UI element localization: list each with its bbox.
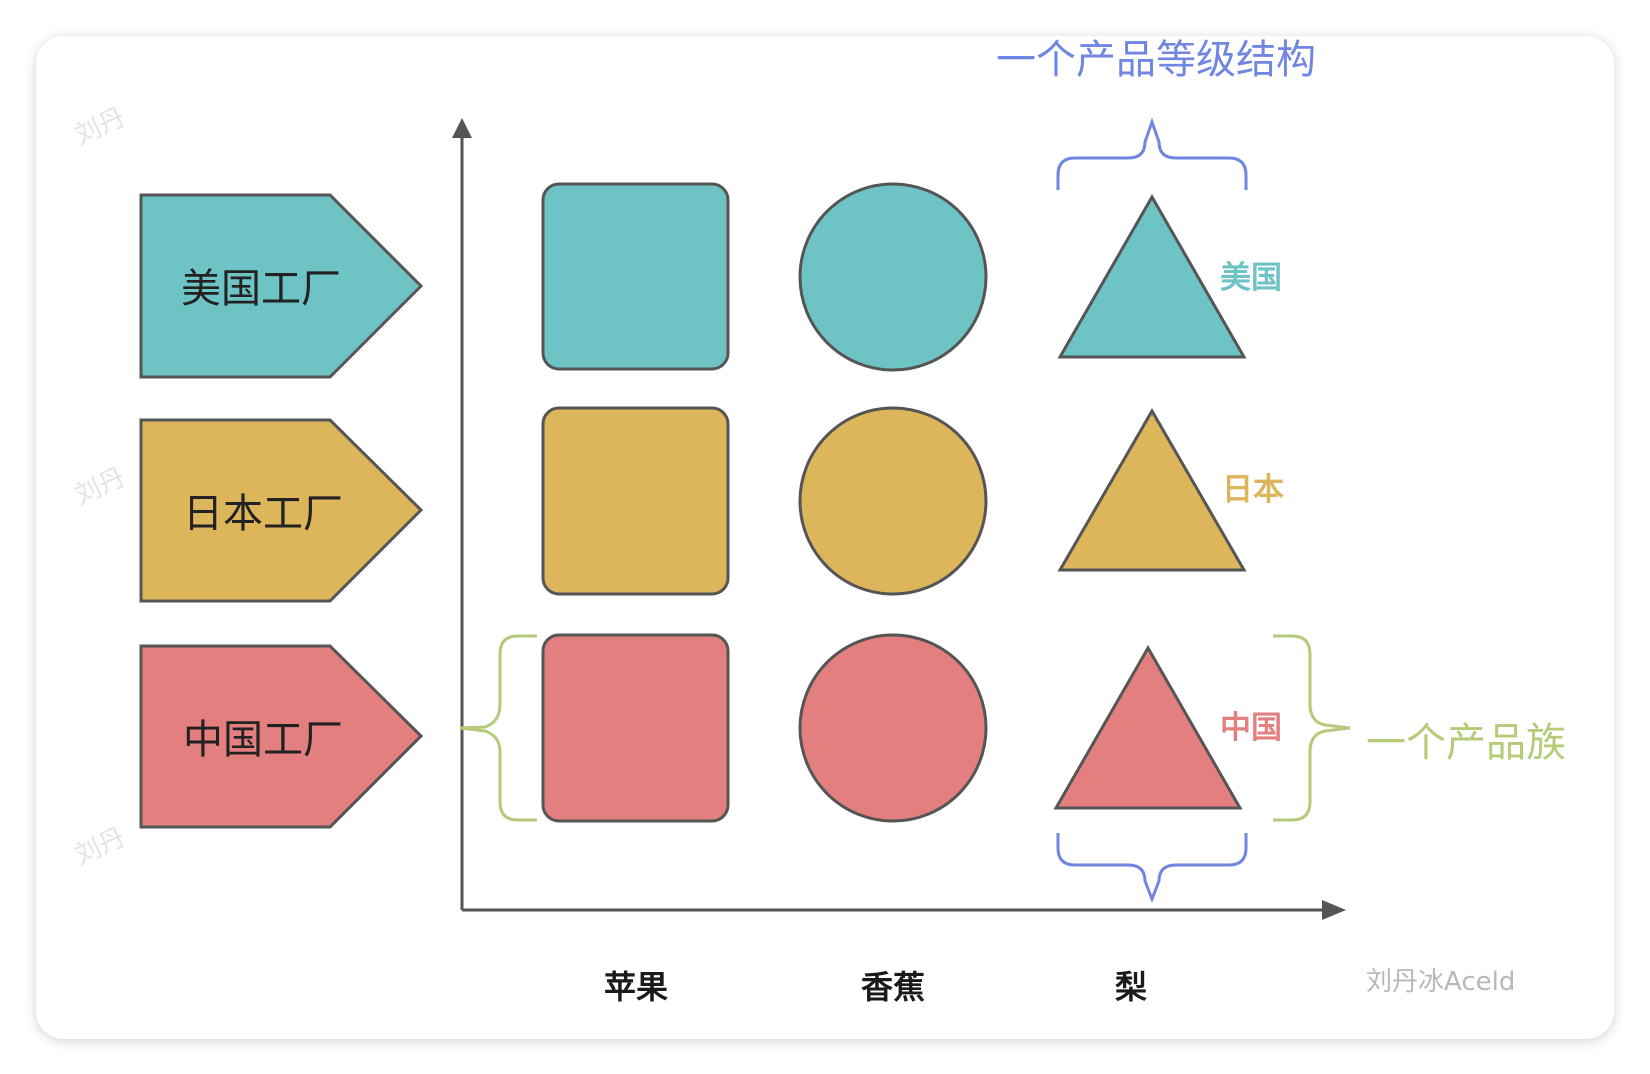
factory-tag-cn: [139, 644, 424, 829]
x-axis-arrow-icon: [1322, 900, 1346, 920]
ghost-watermark: 刘丹: [70, 462, 130, 511]
apple-jp: [541, 406, 730, 596]
column-label-banana: 香蕉: [861, 968, 925, 1006]
factory-label-cn: 中国工厂: [183, 717, 343, 763]
factory-label-jp: 日本工厂: [183, 491, 343, 537]
row-label-cn: 中国: [1220, 710, 1282, 746]
pear-us: [1057, 193, 1247, 359]
pear-jp: [1057, 408, 1247, 572]
factory-row-cn: 中国工厂: [139, 644, 424, 829]
banana-jp: [798, 406, 988, 596]
product-hierarchy-label: 一个产品等级结构: [996, 37, 1316, 83]
factory-tag-us: [139, 193, 424, 379]
hierarchy-brace-bottom: [1056, 833, 1248, 904]
banana-cn: [798, 633, 988, 823]
product-family-label: 一个产品族: [1366, 720, 1566, 766]
ghost-watermark: 刘丹: [70, 102, 130, 151]
axes: [452, 118, 1346, 920]
apple-us: [541, 182, 730, 371]
row-label-jp: 日本: [1222, 472, 1284, 508]
hierarchy-brace-top: [1056, 117, 1248, 190]
ghost-watermark: 刘丹: [70, 822, 130, 871]
column-label-apple: 苹果: [604, 968, 668, 1006]
column-label-pear: 梨: [1115, 968, 1147, 1006]
family-brace-left: [459, 634, 537, 822]
ghost-watermarks: 刘丹 刘丹 刘丹: [70, 102, 130, 871]
y-axis-arrow-icon: [452, 118, 472, 138]
apple-cn: [541, 633, 730, 823]
factory-row-jp: 日本工厂: [139, 418, 424, 603]
family-brace-right: [1273, 634, 1351, 822]
banana-us: [798, 182, 988, 372]
product-grid: [541, 182, 1247, 823]
row-label-us: 美国: [1220, 260, 1282, 296]
pear-cn: [1053, 644, 1243, 810]
factory-label-us: 美国工厂: [181, 266, 341, 312]
factory-row-us: 美国工厂: [139, 193, 424, 379]
factory-tag-jp: [139, 418, 424, 603]
author-watermark: 刘丹冰Aceld: [1366, 967, 1515, 997]
